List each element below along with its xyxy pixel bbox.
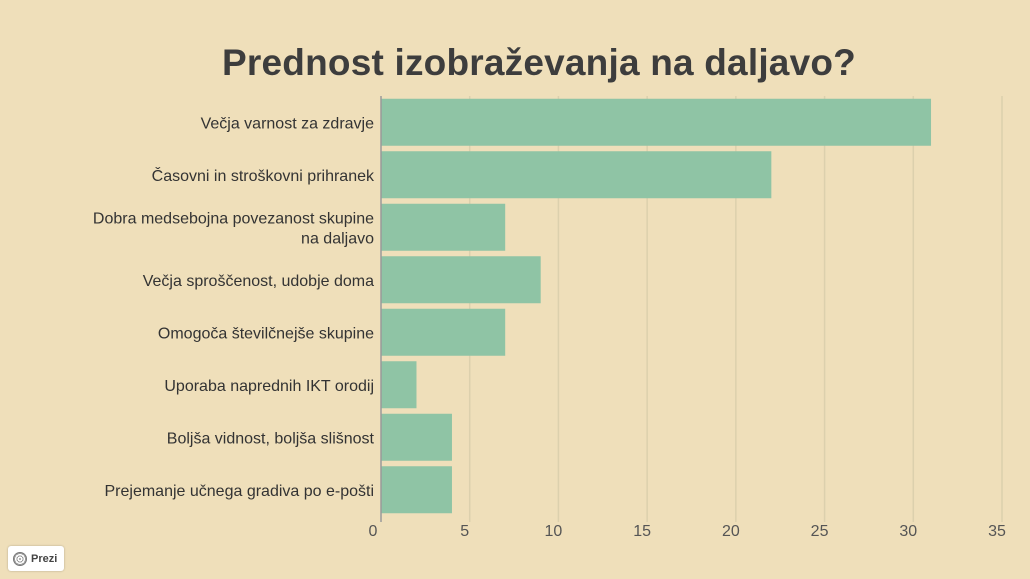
category-label-0: Večja varnost za zdravje bbox=[201, 115, 375, 132]
category-label-6: Boljša vidnost, boljša slišnost bbox=[167, 430, 375, 447]
bar-1 bbox=[381, 151, 772, 199]
x-tick-label-4: 20 bbox=[722, 523, 740, 540]
x-tick-label-7: 35 bbox=[988, 523, 1006, 540]
bar-4 bbox=[381, 308, 506, 356]
bar-3 bbox=[381, 256, 541, 304]
x-tick-label-3: 15 bbox=[633, 523, 651, 540]
category-label-4: Omogoča številčnejše skupine bbox=[158, 325, 374, 342]
bar-7 bbox=[381, 466, 452, 514]
bar-2 bbox=[381, 203, 506, 251]
category-label-2-line-1: na daljavo bbox=[301, 230, 374, 247]
x-tick-label-0: 0 bbox=[369, 523, 378, 540]
x-tick-label-5: 25 bbox=[811, 523, 829, 540]
chart-title: Prednost izobraževanja na daljavo? bbox=[222, 42, 856, 83]
category-label-5: Uporaba naprednih IKT orodij bbox=[164, 378, 374, 395]
x-tick-label-6: 30 bbox=[899, 523, 917, 540]
x-tick-label-1: 5 bbox=[460, 523, 469, 540]
category-label-2-line-0: Dobra medsebojna povezanost skupine bbox=[93, 210, 374, 227]
category-label-7: Prejemanje učnega gradiva po e-pošti bbox=[105, 483, 375, 500]
bar-0 bbox=[381, 98, 932, 146]
prezi-logo-icon bbox=[13, 551, 27, 566]
prezi-label: Prezi bbox=[31, 552, 58, 565]
bar-5 bbox=[381, 361, 417, 409]
category-label-3: Večja sproščenost, udobje doma bbox=[143, 273, 374, 290]
bar-6 bbox=[381, 413, 452, 461]
x-tick-label-2: 10 bbox=[545, 523, 563, 540]
prezi-badge[interactable]: Prezi bbox=[8, 546, 64, 571]
category-label-1: Časovni in stroškovni prihranek bbox=[152, 166, 375, 185]
